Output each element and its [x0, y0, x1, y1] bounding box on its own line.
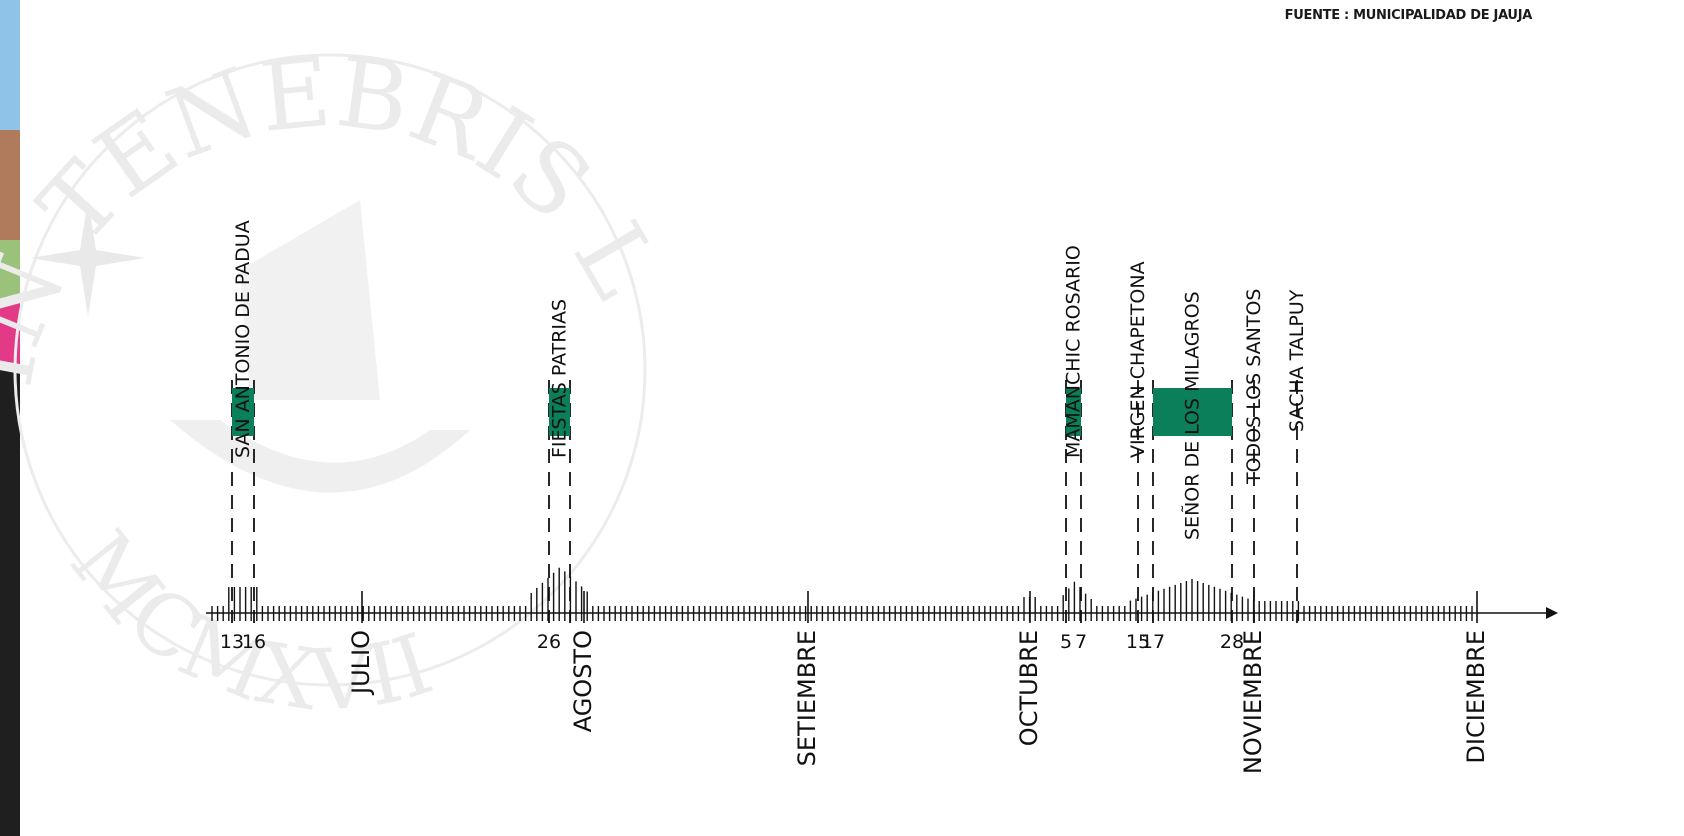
- day-label: 13: [220, 631, 244, 653]
- seal-ship: [170, 420, 470, 493]
- university-seal-watermark: IN TENEBRIS LUCET MCMXVII: [0, 0, 680, 730]
- event-todos-los-santos: TODOS LOS SANTOS: [1243, 289, 1265, 623]
- event-markers: SAN ANTONIO DE PADUA FIESTAS PATRIAS MAMAN…: [232, 220, 1308, 623]
- event-label: VIRGEN CHAPETONA: [1127, 261, 1149, 458]
- event-señor-de-los-milagros: SEÑOR DE LOS MILAGROS: [1153, 291, 1232, 623]
- event-label: FIESTAS PATRIAS: [549, 299, 571, 458]
- month-label: SETIEMBRE: [793, 630, 821, 766]
- month-label: OCTUBRE: [1015, 630, 1043, 746]
- day-ticks: [212, 568, 1477, 623]
- photo-shadow: [0, 370, 20, 836]
- seal-year: MCMXVII: [52, 513, 444, 730]
- month-label: NOVIEMBRE: [1239, 630, 1267, 774]
- event-san-antonio-de-padua: SAN ANTONIO DE PADUA: [232, 220, 254, 623]
- event-sacha-talpuy: SACHA TALPUY: [1286, 289, 1308, 623]
- event-virgen-chapetona: VIRGEN CHAPETONA: [1127, 261, 1149, 623]
- day-label: 26: [537, 631, 561, 653]
- day-label: 17: [1141, 631, 1165, 653]
- axis-arrow-icon: [1546, 607, 1558, 619]
- background-photo-strip: [0, 0, 20, 836]
- event-label: SACHA TALPUY: [1286, 289, 1308, 432]
- month-label: JULIO: [347, 630, 375, 696]
- photo-sky: [0, 0, 20, 130]
- day-label: 16: [242, 631, 266, 653]
- event-label: TODOS LOS SANTOS: [1243, 289, 1265, 485]
- day-label: 7: [1075, 631, 1087, 653]
- event-label: MAMANCHIC ROSARIO: [1063, 245, 1085, 458]
- event-label: SEÑOR DE LOS MILAGROS: [1181, 291, 1204, 540]
- day-label: 5: [1060, 631, 1072, 653]
- event-mamanchic-rosario: MAMANCHIC ROSARIO: [1063, 245, 1085, 623]
- month-label: AGOSTO: [569, 630, 597, 732]
- seal-sail: [240, 200, 380, 400]
- event-label: SAN ANTONIO DE PADUA: [232, 220, 254, 458]
- month-label: DICIEMBRE: [1462, 630, 1490, 764]
